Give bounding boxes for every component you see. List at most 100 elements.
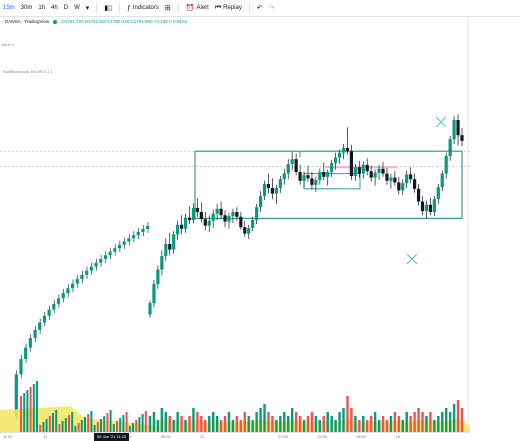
volume-bar (267, 412, 270, 432)
undo-button[interactable]: ↶ (254, 0, 266, 16)
indicators-button[interactable]: ƒ Indicators (124, 0, 162, 16)
templates-button[interactable]: ⊞ (162, 0, 174, 16)
candle-body (428, 204, 433, 212)
timeframe-d[interactable]: D (63, 5, 69, 11)
volume-bar (366, 420, 369, 432)
volume-bar (119, 418, 122, 432)
volume-bar (77, 423, 80, 432)
indicator-legend-2[interactable]: TrailStone Auto 15 Left 2 1 1 (2, 69, 53, 74)
candle-body (152, 284, 156, 304)
volume-bar (437, 416, 440, 432)
candle-body (416, 188, 421, 202)
volume-bar (255, 412, 258, 432)
volume-bar (263, 404, 266, 432)
volume-bar (231, 420, 235, 432)
candle-body (274, 188, 278, 194)
candle-body (389, 177, 393, 181)
volume-bar (287, 416, 290, 432)
volume-bar (141, 414, 144, 432)
candle-body (117, 244, 122, 249)
volume-bar (389, 416, 393, 432)
candle-body (413, 179, 417, 189)
volume-bar (294, 412, 298, 432)
volume-bar (29, 387, 32, 432)
volume-bar (405, 412, 408, 432)
candle-body (176, 224, 180, 235)
bar-type-button[interactable]: ▮▯ (101, 0, 115, 16)
volume-bar (20, 396, 22, 432)
volume-bar (172, 420, 175, 432)
volume-bar (322, 416, 325, 432)
candle-body (294, 159, 298, 172)
candle-body (337, 152, 342, 158)
timeframe-4h[interactable]: 4h (51, 5, 58, 11)
timeframe-1h[interactable]: 1h (38, 5, 46, 11)
cross-marker (435, 116, 447, 128)
candle-body (401, 183, 405, 191)
replay-button[interactable]: ⏮ Replay (212, 0, 245, 16)
symbol-label[interactable]: · OANDA · TradingView (2, 19, 50, 24)
volume-bar (334, 420, 337, 432)
volume-bar (279, 416, 282, 432)
toolbar-divider (248, 3, 250, 13)
volume-bar (32, 384, 35, 432)
timeframe-w[interactable]: W (74, 5, 80, 11)
candle-body (136, 232, 140, 236)
time-tick: 8:30 (4, 434, 12, 439)
alarm-clock-icon: ⏰ (185, 5, 195, 12)
volume-bar (61, 421, 64, 432)
volume-bar (160, 408, 164, 432)
indicator-legend-1[interactable]: bsOr 1 (2, 42, 15, 47)
candle-body (247, 228, 251, 234)
candle-body (345, 148, 350, 152)
volume-bar (369, 416, 373, 432)
timeframe-15m[interactable]: 15m (3, 5, 15, 11)
candle-body (251, 220, 255, 228)
candle-body (89, 266, 93, 271)
volume-bar (275, 420, 278, 432)
volume-bar (122, 415, 125, 432)
volume-bar (116, 421, 118, 432)
volume-bar (346, 396, 349, 432)
volume-bar (413, 412, 416, 432)
candle-body (330, 163, 334, 172)
replay-icon: ⏮ (214, 4, 222, 11)
alert-button[interactable]: ⏰ Alert (183, 0, 212, 16)
price-chart[interactable] (0, 16, 470, 432)
volume-bar (318, 420, 322, 432)
candle-body (141, 228, 145, 233)
volume-bar (417, 408, 420, 432)
volume-bar (283, 412, 286, 432)
volume-bar (68, 415, 70, 432)
range-box (194, 150, 463, 219)
candle-body (183, 217, 188, 229)
volume-bar (460, 408, 464, 432)
timeframe-30m[interactable]: 30m (20, 5, 33, 11)
volume-bar (456, 400, 460, 432)
volume-bar (342, 408, 345, 432)
volume-bar (425, 416, 428, 432)
candle-body (187, 217, 192, 220)
redo-button[interactable]: ↷ (266, 0, 278, 16)
candle-body (131, 235, 136, 239)
chevron-down-icon[interactable]: ▾ (85, 5, 90, 12)
candle-body (349, 151, 354, 176)
ohlc-values: O1751.720 H1751.910 L1750.440 C1751.850 … (61, 19, 188, 24)
candle-body (231, 212, 235, 216)
volume-bar (445, 408, 448, 432)
volume-bar (71, 412, 74, 432)
candle-body (38, 322, 42, 330)
candle-body (235, 212, 239, 217)
volume-bar (138, 417, 141, 432)
indicators-icon: ƒ (126, 4, 131, 12)
candle-body (19, 358, 23, 375)
current-time-label: 06 Jan '21 11:15 (94, 433, 130, 441)
time-tick: 11 (43, 434, 48, 439)
candle-body (460, 135, 464, 141)
volume-bar (330, 416, 333, 432)
candle-body (146, 226, 150, 229)
volume-bar (211, 412, 215, 432)
candle-body (223, 215, 227, 222)
volume-bar (148, 416, 152, 432)
